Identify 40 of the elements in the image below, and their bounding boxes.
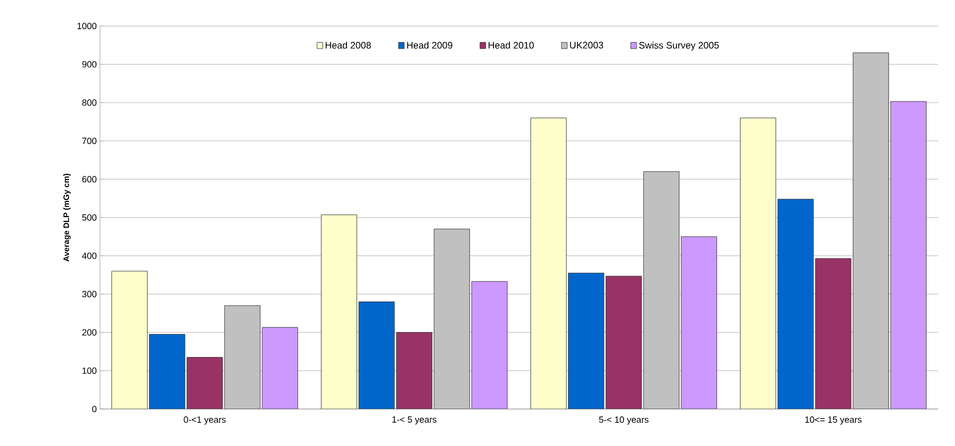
bar	[680, 236, 718, 409]
bar	[740, 118, 776, 409]
legend-label: Head 2010	[488, 42, 534, 49]
y-tick-label: 300	[82, 290, 96, 298]
x-tick-label: 1-< 5 years	[392, 416, 436, 424]
bar	[224, 305, 260, 409]
bar	[262, 327, 298, 409]
y-tick-label: 900	[82, 61, 96, 68]
bar	[530, 118, 567, 409]
bar	[815, 258, 852, 409]
y-tick-label: 800	[82, 99, 96, 106]
y-tick-label: 1000	[78, 22, 96, 30]
y-tick-label: 200	[82, 329, 96, 336]
x-tick-label: 0-<1 years	[184, 416, 226, 425]
bar	[643, 171, 680, 409]
bar	[606, 276, 642, 409]
bar	[149, 334, 186, 409]
bar	[111, 270, 148, 409]
bar	[852, 52, 889, 409]
bar	[320, 214, 358, 409]
y-tick-label: 600	[82, 176, 96, 182]
bar	[396, 332, 432, 409]
legend-label: UK2003	[570, 42, 604, 48]
bar	[186, 357, 223, 409]
legend-label: Swiss Survey 2005	[639, 42, 719, 50]
y-tick-label: 0	[92, 406, 96, 412]
y-tick-label: 500	[82, 214, 96, 221]
legend-label: Head 2008	[326, 42, 371, 49]
x-tick-label: 5-< 10 years	[599, 416, 648, 425]
bar	[890, 101, 927, 409]
bar	[778, 198, 814, 409]
bar	[568, 272, 604, 409]
y-tick-label: 400	[82, 252, 96, 259]
legend-label: Head 2009	[407, 42, 452, 49]
x-tick-label: 10<= 15 years	[805, 416, 862, 425]
y-tick-label: 100	[82, 368, 96, 374]
bar	[434, 228, 470, 409]
y-tick-label: 700	[82, 138, 96, 144]
bar	[358, 302, 395, 409]
bar	[471, 281, 508, 409]
